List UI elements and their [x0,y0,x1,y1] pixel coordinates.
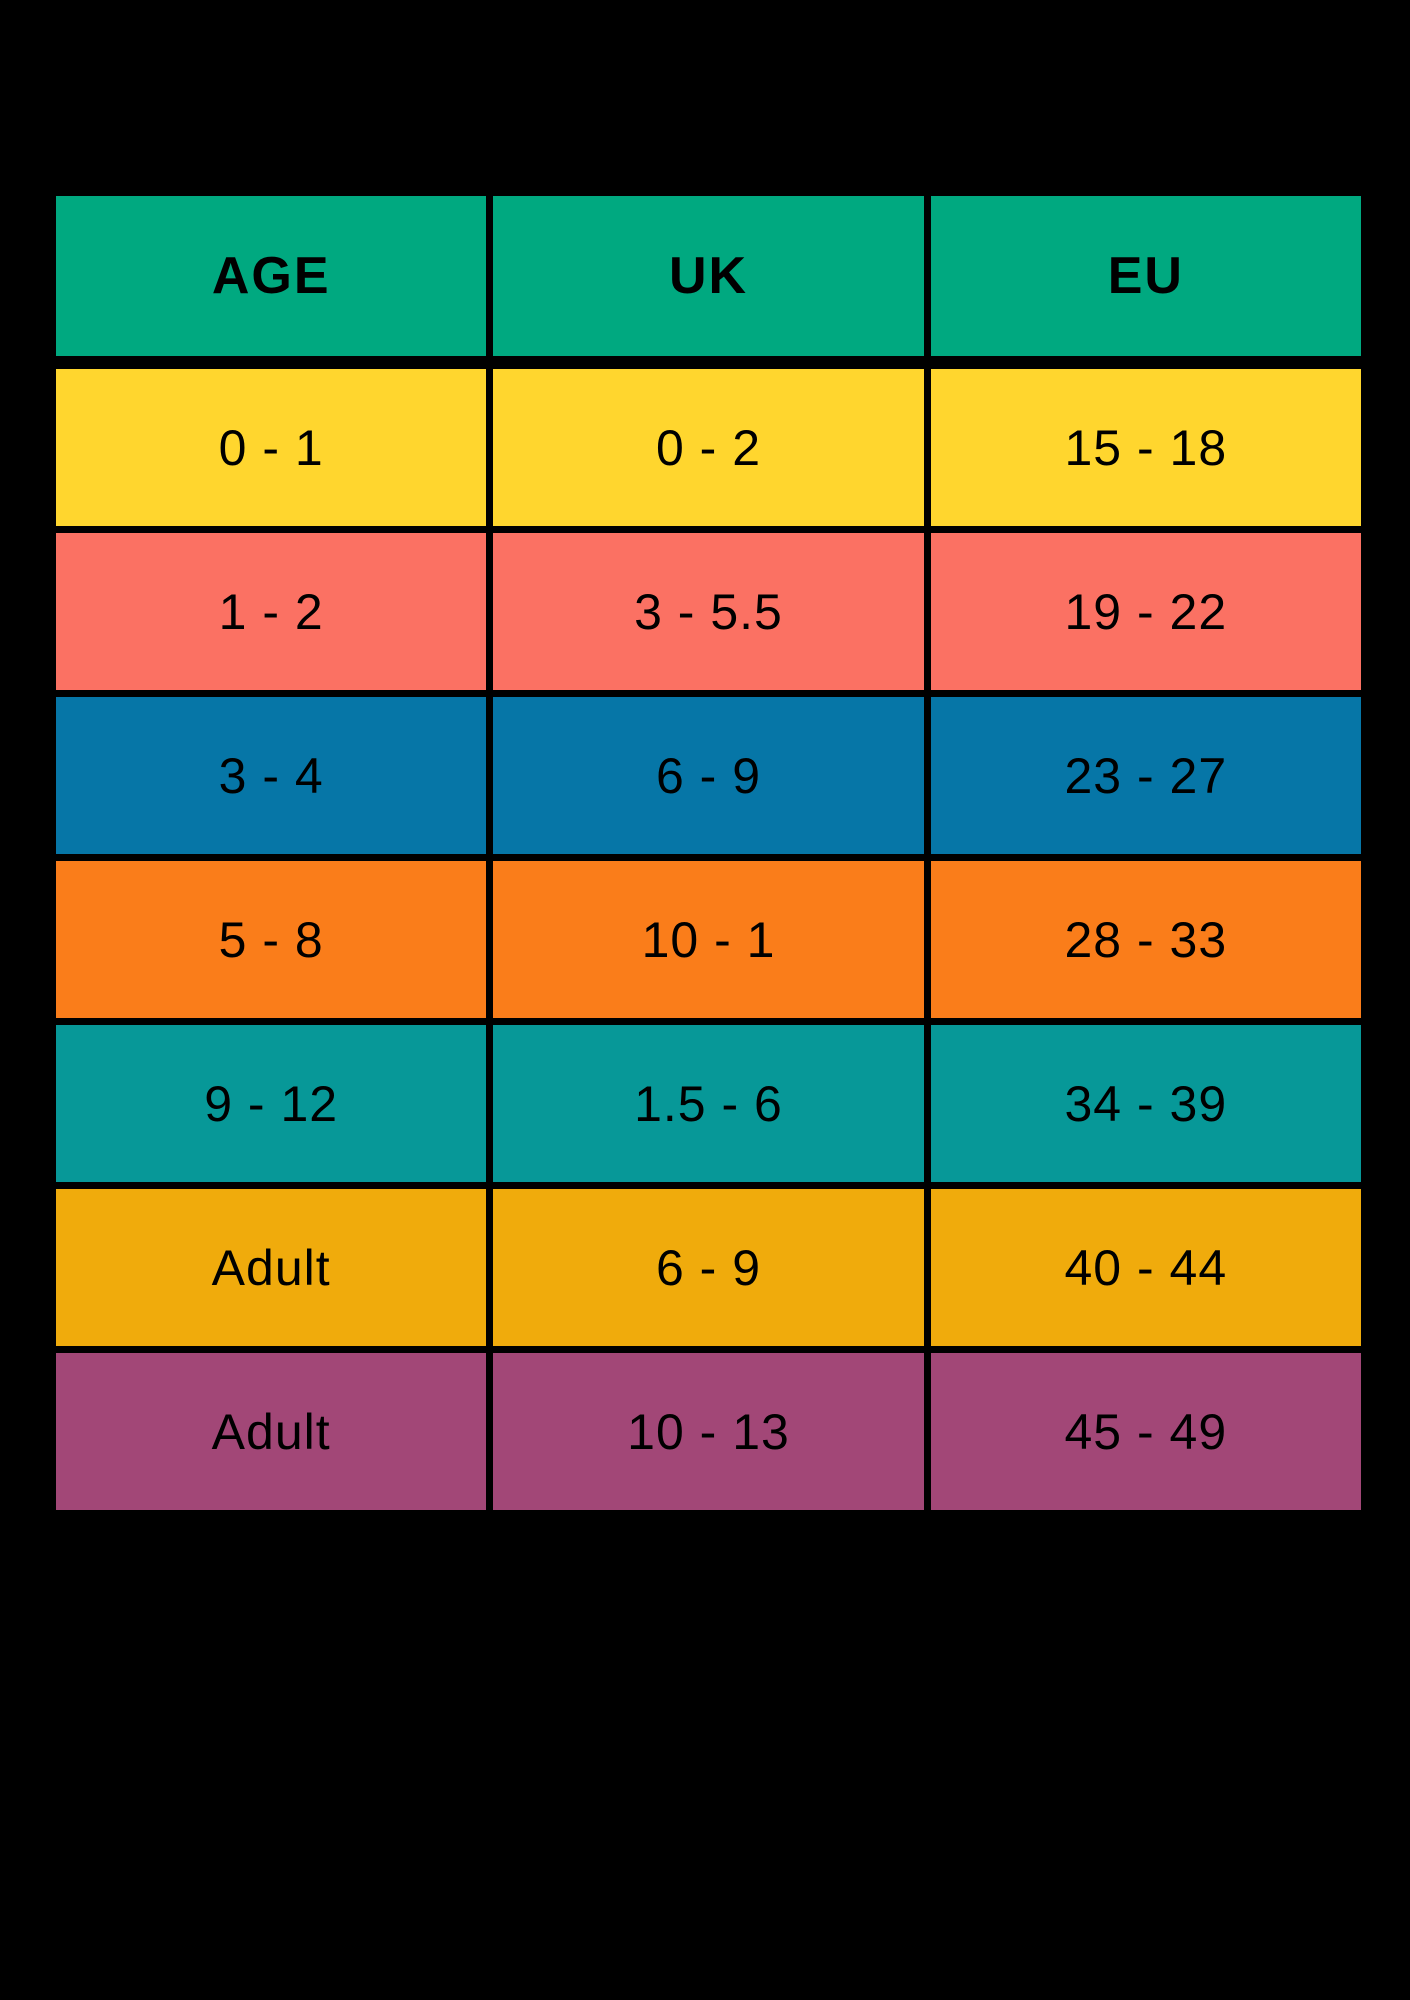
cell-uk: 1.5 - 6 [493,1025,924,1182]
table-row: 1 - 2 3 - 5.5 19 - 22 [56,533,1361,690]
table-row: 9 - 12 1.5 - 6 34 - 39 [56,1025,1361,1182]
cell-uk: 0 - 2 [493,369,924,526]
cell-eu: 28 - 33 [930,861,1361,1018]
table-row: 0 - 1 0 - 2 15 - 18 [56,369,1361,526]
cell-uk: 6 - 9 [493,1189,924,1346]
table-row: 5 - 8 10 - 1 28 - 33 [56,861,1361,1018]
table-header-row: AGE UK EU [56,196,1361,356]
cell-age: 5 - 8 [56,861,487,1018]
header-cell-age: AGE [56,196,487,356]
shoe-size-table: AGE UK EU 0 - 1 0 - 2 15 - 18 1 - 2 3 - … [56,196,1361,1510]
cell-eu: 23 - 27 [930,697,1361,854]
cell-age: 3 - 4 [56,697,487,854]
cell-age: 9 - 12 [56,1025,487,1182]
cell-uk: 3 - 5.5 [493,533,924,690]
table-row: 3 - 4 6 - 9 23 - 27 [56,697,1361,854]
table-row: Adult 6 - 9 40 - 44 [56,1189,1361,1346]
cell-age: 1 - 2 [56,533,487,690]
table-row: Adult 10 - 13 45 - 49 [56,1353,1361,1510]
cell-eu: 45 - 49 [930,1353,1361,1510]
header-cell-uk: UK [493,196,924,356]
cell-age: 0 - 1 [56,369,487,526]
cell-uk: 6 - 9 [493,697,924,854]
cell-eu: 40 - 44 [930,1189,1361,1346]
cell-uk: 10 - 1 [493,861,924,1018]
cell-uk: 10 - 13 [493,1353,924,1510]
cell-eu: 15 - 18 [930,369,1361,526]
cell-eu: 19 - 22 [930,533,1361,690]
header-cell-eu: EU [930,196,1361,356]
cell-age: Adult [56,1189,487,1346]
cell-eu: 34 - 39 [930,1025,1361,1182]
cell-age: Adult [56,1353,487,1510]
